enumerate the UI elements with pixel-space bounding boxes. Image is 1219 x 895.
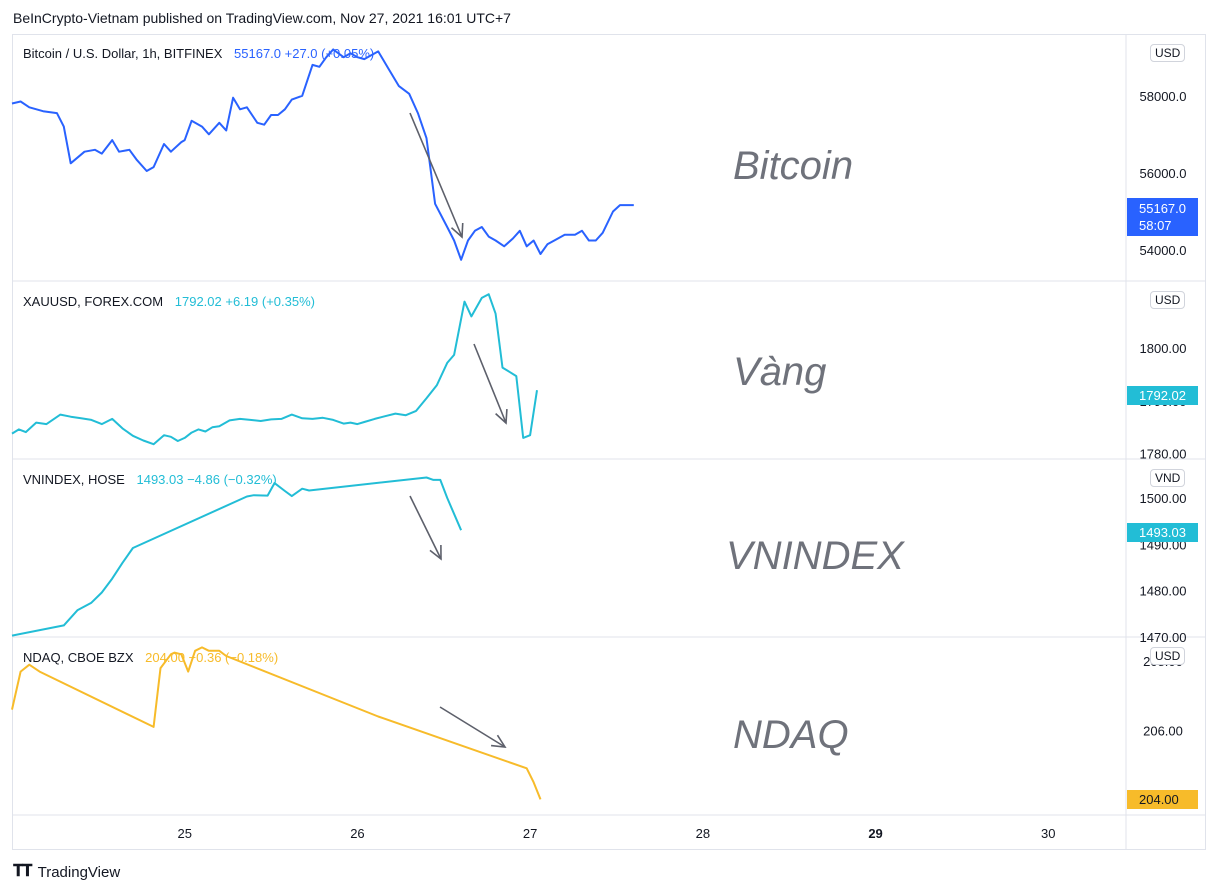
tradingview-brand: TradingView: [37, 863, 121, 881]
last-price-tag-vnindex: 1493.03: [1127, 523, 1198, 542]
arrow-vnindex: [409, 495, 442, 561]
time-tick: 29: [868, 826, 882, 841]
legend-ndaq-quote: 204.00 −0.36 (−0.18%): [145, 650, 279, 665]
watermark-ndaq: NDAQ: [733, 713, 849, 757]
legend-gold-symbol: XAUUSD, FOREX.COM: [23, 294, 164, 309]
legend-bitcoin[interactable]: Bitcoin / U.S. Dollar, 1h, BITFINEX 5516…: [23, 46, 374, 61]
price-tick-bitcoin: 54000.0: [1140, 243, 1187, 258]
watermark-bitcoin: Bitcoin: [733, 144, 854, 188]
legend-bitcoin-quote: 55167.0 +27.0 (+0.05%): [234, 46, 375, 61]
legend-gold-quote: 1792.02 +6.19 (+0.35%): [174, 294, 315, 309]
currency-badge-bitcoin[interactable]: USD: [1150, 44, 1186, 62]
price-tick-gold: 1780.00: [1140, 447, 1187, 462]
price-tick-gold: 1800.00: [1140, 341, 1187, 356]
time-tick: 28: [696, 826, 710, 841]
pane-separators: [12, 34, 1206, 850]
currency-badge-ndaq[interactable]: USD: [1150, 647, 1186, 665]
arrow-bitcoin: [409, 112, 464, 239]
legend-ndaq[interactable]: NDAQ, CBOE BZX 204.00 −0.36 (−0.18%): [23, 650, 278, 665]
series-line-gold[interactable]: [11, 293, 538, 446]
price-tick-bitcoin: 56000.0: [1140, 166, 1187, 181]
tradingview-footer[interactable]: 𝐓𝐓 TradingView: [13, 863, 120, 881]
arrow-ndaq: [439, 706, 507, 748]
legend-vnindex-quote: 1493.03 −4.86 (−0.32%): [136, 472, 277, 487]
time-tick: 30: [1041, 826, 1055, 841]
series-line-ndaq[interactable]: [11, 646, 542, 800]
legend-vnindex-symbol: VNINDEX, HOSE: [23, 472, 125, 487]
legend-bitcoin-symbol: Bitcoin / U.S. Dollar, 1h, BITFINEX: [23, 46, 223, 61]
currency-badge-gold[interactable]: USD: [1150, 291, 1186, 309]
price-tick-vnindex: 1480.00: [1140, 584, 1187, 599]
price-tick-vnindex: 1470.00: [1140, 630, 1187, 645]
time-tick: 25: [177, 826, 191, 841]
trend-arrows: [409, 112, 508, 748]
watermark-gold: Vàng: [733, 350, 827, 394]
price-tick-ndaq: 206.00: [1143, 723, 1183, 738]
series-line-vnindex[interactable]: [11, 476, 463, 637]
last-price-tag-bitcoin: 55167.0 58:07: [1127, 198, 1198, 236]
series-line-bitcoin[interactable]: [11, 48, 634, 261]
time-axis-labels: 25 26 27 28 29 30: [177, 826, 1055, 841]
legend-ndaq-symbol: NDAQ, CBOE BZX: [23, 650, 134, 665]
time-tick: 27: [523, 826, 537, 841]
last-price-bitcoin: 55167.0: [1139, 201, 1186, 216]
watermark-vnindex: VNINDEX: [726, 534, 904, 578]
legend-gold[interactable]: XAUUSD, FOREX.COM 1792.02 +6.19 (+0.35%): [23, 294, 315, 309]
legend-vnindex[interactable]: VNINDEX, HOSE 1493.03 −4.86 (−0.32%): [23, 472, 277, 487]
last-price-tag-ndaq: 204.00: [1127, 790, 1198, 809]
arrow-gold: [473, 343, 508, 425]
currency-badge-vnindex[interactable]: VND: [1150, 469, 1186, 487]
series-layer: [11, 48, 634, 800]
price-tick-bitcoin: 58000.0: [1140, 89, 1187, 104]
chart-frame: [12, 34, 1206, 850]
bar-countdown: 58:07: [1139, 218, 1172, 233]
last-price-tag-gold: 1792.02: [1127, 386, 1198, 405]
price-tick-vnindex: 1500.00: [1140, 491, 1187, 506]
time-tick: 26: [350, 826, 364, 841]
tradingview-logo-icon: 𝐓𝐓: [13, 863, 33, 880]
price-axis-labels: 58000.056000.054000.01800.001790.001780.…: [1140, 89, 1187, 808]
publisher-credit: BeInCrypto-Vietnam published on TradingV…: [13, 10, 511, 26]
